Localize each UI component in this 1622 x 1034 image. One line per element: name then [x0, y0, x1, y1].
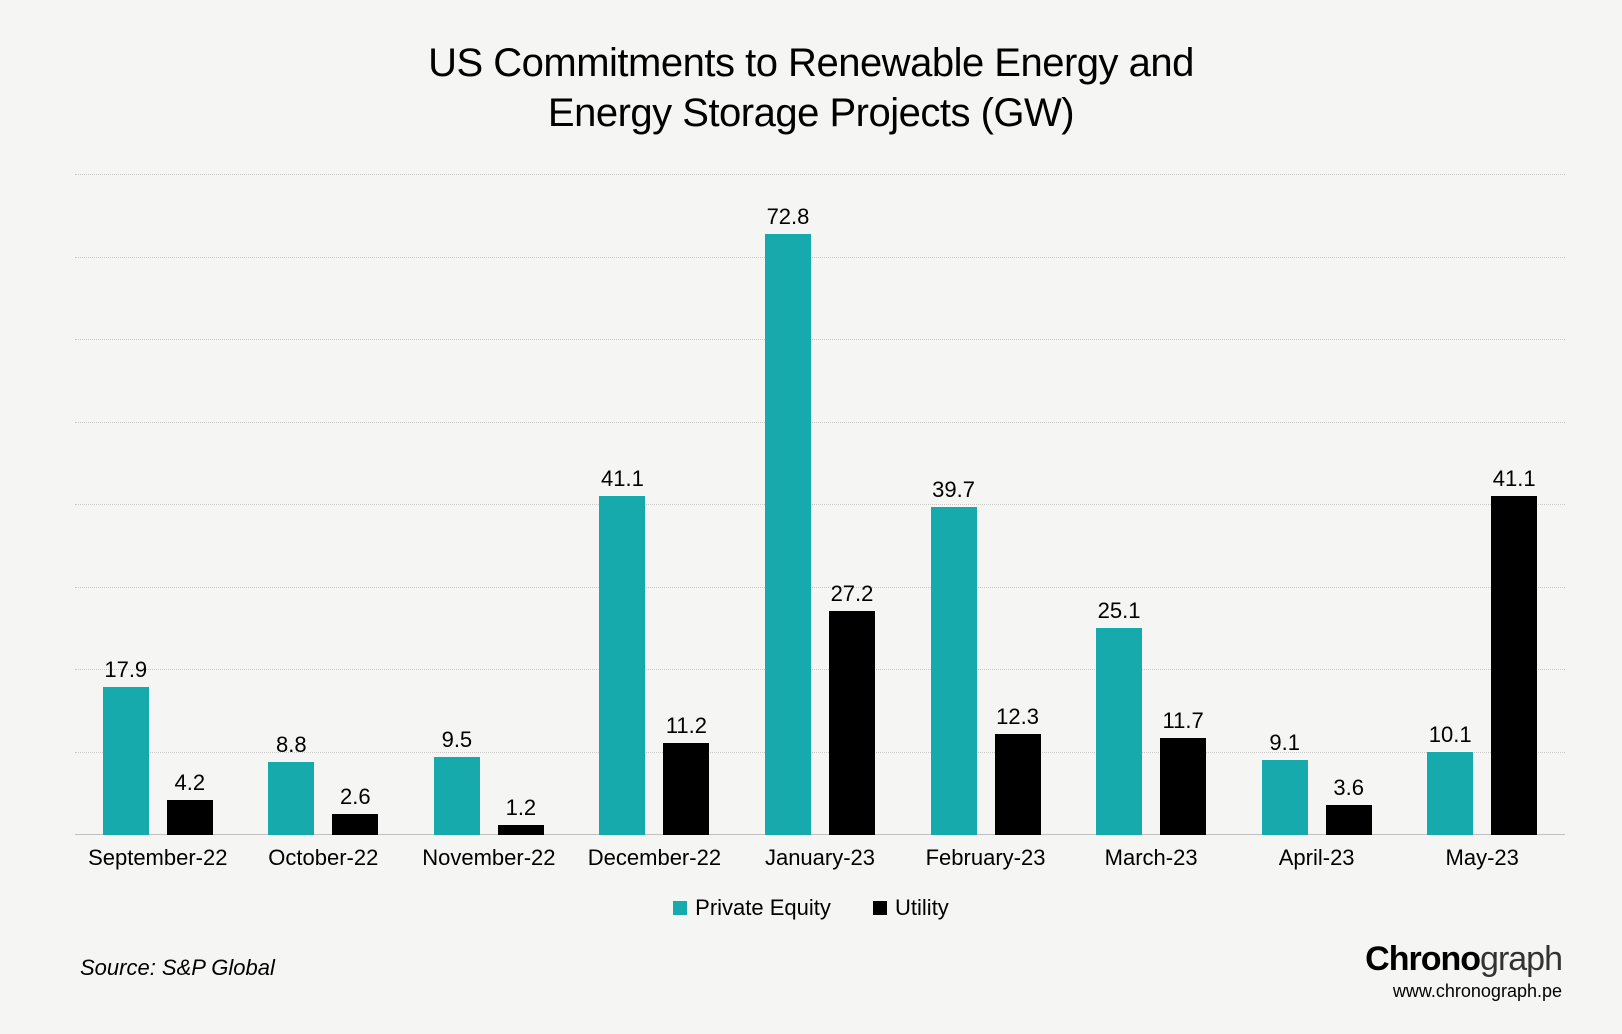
bar-utility: 11.7	[1160, 738, 1206, 835]
bar-value-label: 25.1	[1096, 598, 1142, 624]
bar-value-label: 2.6	[332, 784, 378, 810]
bar-value-label: 3.6	[1326, 775, 1372, 801]
legend: Private Equity Utility	[0, 895, 1622, 921]
brand-url: www.chronograph.pe	[1365, 981, 1562, 1002]
bar-value-label: 39.7	[931, 477, 977, 503]
bar-utility: 3.6	[1326, 805, 1372, 835]
x-axis-label: April-23	[1234, 845, 1400, 871]
legend-item-utility: Utility	[873, 895, 949, 921]
bar-utility: 11.2	[663, 743, 709, 835]
legend-label-private-equity: Private Equity	[695, 895, 831, 921]
bar-private-equity: 10.1	[1427, 752, 1473, 835]
bar-value-label: 11.2	[663, 713, 709, 739]
brand-logo: Chronograph	[1365, 940, 1562, 979]
bar-value-label: 17.9	[103, 657, 149, 683]
bar-private-equity: 17.9	[103, 687, 149, 835]
bar-value-label: 41.1	[599, 466, 645, 492]
legend-item-private-equity: Private Equity	[673, 895, 831, 921]
bar-group: 9.5 1.2	[406, 175, 572, 835]
bar-private-equity: 9.1	[1262, 760, 1308, 835]
title-line-1: US Commitments to Renewable Energy and	[428, 41, 1194, 85]
bar-private-equity: 39.7	[931, 507, 977, 835]
bar-group: 10.1 41.1	[1399, 175, 1565, 835]
bar-private-equity: 25.1	[1096, 628, 1142, 835]
x-axis-label: May-23	[1399, 845, 1565, 871]
bar-group: 9.1 3.6	[1234, 175, 1400, 835]
x-axis-label: March-23	[1068, 845, 1234, 871]
bar-utility: 2.6	[332, 814, 378, 835]
plot: 17.9 4.2 8.8 2.6 9.5 1.2 41.1 11.2 72.8 27.2 39.7 1…	[75, 175, 1565, 835]
bar-utility: 1.2	[498, 825, 544, 835]
legend-swatch-private-equity	[673, 901, 687, 915]
bar-group: 25.1 11.7	[1068, 175, 1234, 835]
bar-private-equity: 8.8	[268, 762, 314, 835]
bar-value-label: 9.1	[1262, 730, 1308, 756]
bar-group: 8.8 2.6	[241, 175, 407, 835]
x-axis-label: December-22	[572, 845, 738, 871]
bar-private-equity: 41.1	[599, 496, 645, 835]
bar-value-label: 72.8	[765, 204, 811, 230]
brand-name-light: graph	[1480, 940, 1562, 978]
bar-value-label: 9.5	[434, 727, 480, 753]
brand-block: Chronograph www.chronograph.pe	[1365, 940, 1562, 1002]
bar-utility: 4.2	[167, 800, 213, 835]
source-attribution: Source: S&P Global	[80, 955, 275, 981]
bar-group: 41.1 11.2	[572, 175, 738, 835]
x-axis-label: January-23	[737, 845, 903, 871]
bar-utility: 27.2	[829, 611, 875, 835]
x-axis-label: September-22	[75, 845, 241, 871]
bar-value-label: 41.1	[1491, 466, 1537, 492]
bar-value-label: 11.7	[1160, 708, 1206, 734]
bar-utility: 41.1	[1491, 496, 1537, 835]
bar-private-equity: 9.5	[434, 757, 480, 835]
bar-value-label: 10.1	[1427, 722, 1473, 748]
bar-private-equity: 72.8	[765, 234, 811, 835]
title-line-2: Energy Storage Projects (GW)	[548, 91, 1074, 135]
bar-utility: 12.3	[995, 734, 1041, 835]
x-axis-label: November-22	[406, 845, 572, 871]
brand-name-bold: Chrono	[1365, 940, 1480, 978]
bar-group: 39.7 12.3	[903, 175, 1069, 835]
x-axis-labels: September-22October-22November-22Decembe…	[75, 845, 1565, 875]
bar-value-label: 1.2	[498, 795, 544, 821]
bar-value-label: 4.2	[167, 770, 213, 796]
bar-value-label: 12.3	[995, 704, 1041, 730]
x-axis-label: October-22	[241, 845, 407, 871]
bar-group: 17.9 4.2	[75, 175, 241, 835]
x-axis-label: February-23	[903, 845, 1069, 871]
bar-value-label: 27.2	[829, 581, 875, 607]
bar-value-label: 8.8	[268, 732, 314, 758]
legend-swatch-utility	[873, 901, 887, 915]
chart-plot-area: 17.9 4.2 8.8 2.6 9.5 1.2 41.1 11.2 72.8 27.2 39.7 1…	[75, 175, 1565, 835]
legend-label-utility: Utility	[895, 895, 949, 921]
bar-group: 72.8 27.2	[737, 175, 903, 835]
chart-title: US Commitments to Renewable Energy and E…	[0, 0, 1622, 138]
